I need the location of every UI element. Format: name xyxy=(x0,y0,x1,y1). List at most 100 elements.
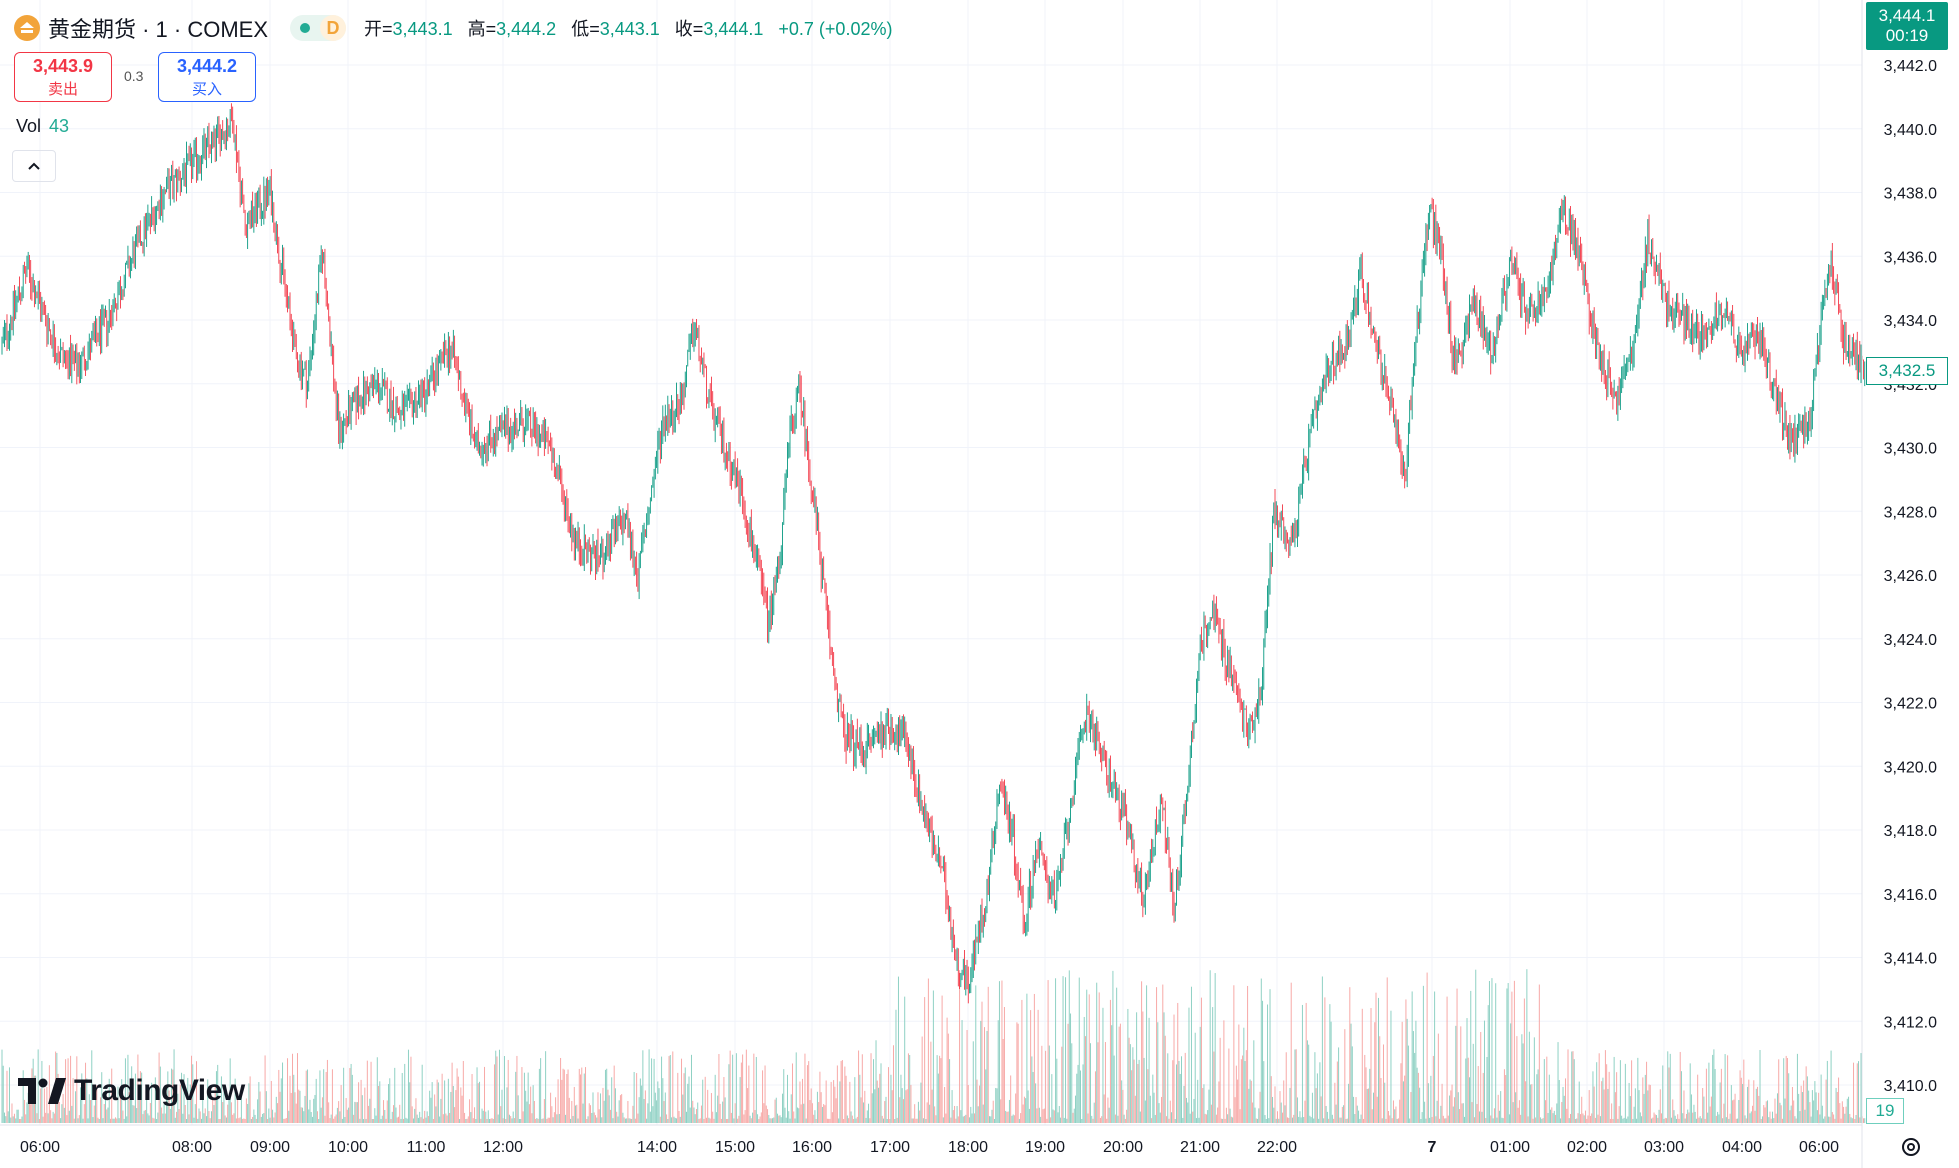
volume-bar xyxy=(1626,1118,1628,1123)
volume-bar xyxy=(1107,1097,1109,1123)
volume-bar xyxy=(649,1111,651,1123)
volume-bar xyxy=(808,1061,810,1123)
volume-bar xyxy=(1232,1117,1234,1123)
volume-bar xyxy=(954,1105,956,1123)
volume-bar xyxy=(576,1104,578,1123)
volume-bar xyxy=(1649,1084,1651,1123)
volume-bar xyxy=(179,1084,181,1123)
market-status-pill[interactable]: D xyxy=(290,15,347,41)
volume-bar xyxy=(493,1064,495,1123)
volume-bar xyxy=(1863,1118,1865,1123)
volume-bar xyxy=(637,1113,639,1123)
volume-bar xyxy=(1520,1114,1522,1123)
volume-bar xyxy=(790,1094,792,1123)
volume-bar xyxy=(562,1068,564,1123)
volume-bar xyxy=(1810,1116,1812,1123)
volume-bar xyxy=(471,1074,473,1123)
symbol-name[interactable]: 黄金期货 · 1 · COMEX xyxy=(48,17,269,42)
volume-bar xyxy=(470,1112,472,1123)
volume-legend[interactable]: Vol 43 xyxy=(16,116,69,137)
volume-bar xyxy=(1185,1097,1187,1123)
volume-bar xyxy=(1563,1095,1565,1123)
volume-bar xyxy=(1704,1118,1706,1123)
volume-bar xyxy=(292,1053,294,1123)
volume-bar xyxy=(1183,1085,1185,1123)
volume-bar xyxy=(1480,1031,1482,1123)
price-tick-label: 3,438.0 xyxy=(1884,186,1937,203)
collapse-legend-button[interactable] xyxy=(12,150,56,182)
time-tick-label: 16:00 xyxy=(792,1139,832,1156)
volume-bar xyxy=(970,1106,972,1123)
volume-bar xyxy=(427,1115,429,1123)
volume-bar xyxy=(587,1116,589,1123)
volume-bar xyxy=(1030,1010,1032,1123)
volume-bar xyxy=(1274,1086,1276,1123)
volume-bar xyxy=(285,1117,287,1123)
volume-bar xyxy=(523,1072,525,1123)
settings-button[interactable] xyxy=(1896,1132,1926,1162)
volume-bar xyxy=(892,1045,894,1123)
volume-bar xyxy=(1454,1097,1456,1123)
volume-bar xyxy=(141,1072,143,1123)
volume-bar xyxy=(924,997,926,1123)
volume-bar xyxy=(1215,1114,1217,1123)
symbol-header[interactable]: 黄金期货 · 1 · COMEX D 开=3,443.1 高=3,444.2 低… xyxy=(14,12,902,44)
volume-bar xyxy=(209,1118,211,1123)
volume-bar xyxy=(538,1068,540,1123)
volume-bar xyxy=(1445,1118,1447,1123)
volume-bar xyxy=(1791,1087,1793,1123)
volume-bar xyxy=(1597,1114,1599,1123)
volume-bar xyxy=(1354,1114,1356,1123)
volume-bar xyxy=(1020,1113,1022,1123)
volume-bar xyxy=(1061,1046,1063,1123)
volume-bar xyxy=(597,1092,599,1123)
volume-bar xyxy=(1592,1071,1594,1123)
volume-bar xyxy=(432,1118,434,1123)
volume-bar xyxy=(622,1112,624,1123)
volume-bar xyxy=(366,1060,368,1123)
volume-bar xyxy=(612,1118,614,1123)
volume-bar xyxy=(1601,1081,1603,1123)
volume-bar xyxy=(258,1082,260,1123)
tradingview-logo[interactable]: TradingView xyxy=(18,1074,245,1108)
sell-button[interactable]: 3,443.9 卖出 xyxy=(14,52,112,102)
volume-bar xyxy=(1840,1118,1842,1123)
volume-bar xyxy=(883,1118,885,1123)
volume-bar xyxy=(705,1117,707,1123)
volume-bar xyxy=(870,1053,872,1123)
volume-bar xyxy=(845,1075,847,1123)
volume-bar xyxy=(568,1097,570,1123)
volume-bar xyxy=(1478,1111,1480,1123)
volume-bar xyxy=(1209,970,1211,1123)
time-axis[interactable]: 06:00 08:00 09:00 10:00 11:00 12:00 14:00 15:00… xyxy=(20,1139,1839,1156)
volume-bar xyxy=(926,1102,928,1123)
volume-bar xyxy=(1301,1004,1303,1123)
volume-bar xyxy=(1134,1095,1136,1123)
volume-bar xyxy=(1561,1102,1563,1123)
buy-button[interactable]: 3,444.2 买入 xyxy=(158,52,256,102)
volume-bar xyxy=(207,1079,209,1123)
volume-bar xyxy=(593,1112,595,1123)
volume-bar xyxy=(623,1117,625,1123)
volume-bar xyxy=(603,1100,605,1123)
volume-bar xyxy=(1859,1117,1861,1123)
volume-bar xyxy=(96,1085,98,1123)
volume-bar xyxy=(728,1064,730,1123)
volume-bar xyxy=(422,1118,424,1123)
volume-bar xyxy=(27,1092,29,1123)
volume-bar xyxy=(710,1093,712,1123)
volume-bar xyxy=(768,1114,770,1123)
volume-bar xyxy=(1846,1098,1848,1123)
volume-bar xyxy=(945,1113,947,1123)
volume-bar xyxy=(748,1065,750,1123)
volume-bar xyxy=(805,1118,807,1123)
volume-bar xyxy=(1700,1118,1702,1123)
price-tick-label: 3,436.0 xyxy=(1884,249,1937,266)
volume-bar xyxy=(1515,1092,1517,1123)
volume-bar xyxy=(925,1118,927,1123)
volume-bar xyxy=(644,1090,646,1123)
volume-bar xyxy=(1373,1092,1375,1123)
volume-bar xyxy=(405,1117,407,1123)
